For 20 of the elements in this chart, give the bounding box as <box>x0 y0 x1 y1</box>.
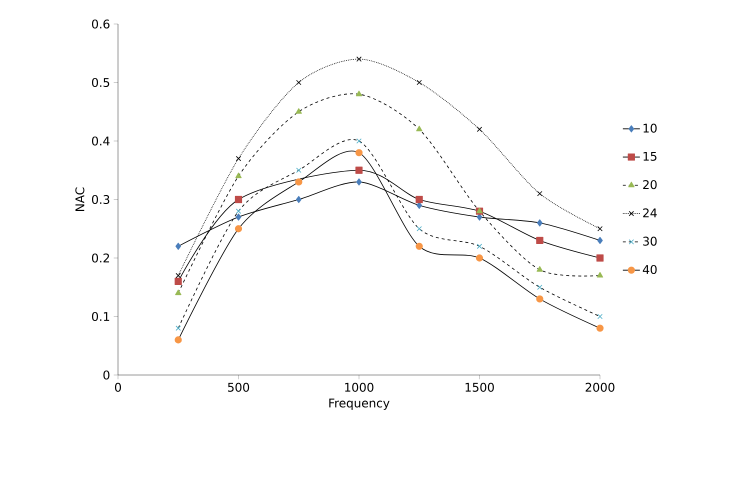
y-tick-label: 0 <box>103 370 110 380</box>
y-tick-label: 0.5 <box>92 78 110 88</box>
legend-label: 30 <box>643 236 657 246</box>
x-tick-label: 500 <box>228 382 250 392</box>
y-tick-label: 0.3 <box>92 194 110 204</box>
x-tick-label: 1000 <box>345 382 374 392</box>
y-tick-label: 0.1 <box>92 312 110 322</box>
legend-label: 24 <box>643 208 657 218</box>
legend-label: 10 <box>644 124 657 133</box>
y-tick-label: 0.6 <box>92 19 110 29</box>
legend-label: 40 <box>642 264 657 274</box>
y-tick-label: 0.4 <box>92 136 110 146</box>
x-tick-label: 0 <box>114 382 122 392</box>
legend-label: 15 <box>644 152 656 161</box>
x-tick-label: 2000 <box>586 382 614 392</box>
y-tick-label: 0.2 <box>92 253 110 263</box>
x-tick-label: 1500 <box>466 382 494 392</box>
y-axis-title: NAC <box>75 188 84 211</box>
legend-label: 20 <box>643 180 657 190</box>
x-axis-title: Frequency <box>329 398 390 410</box>
